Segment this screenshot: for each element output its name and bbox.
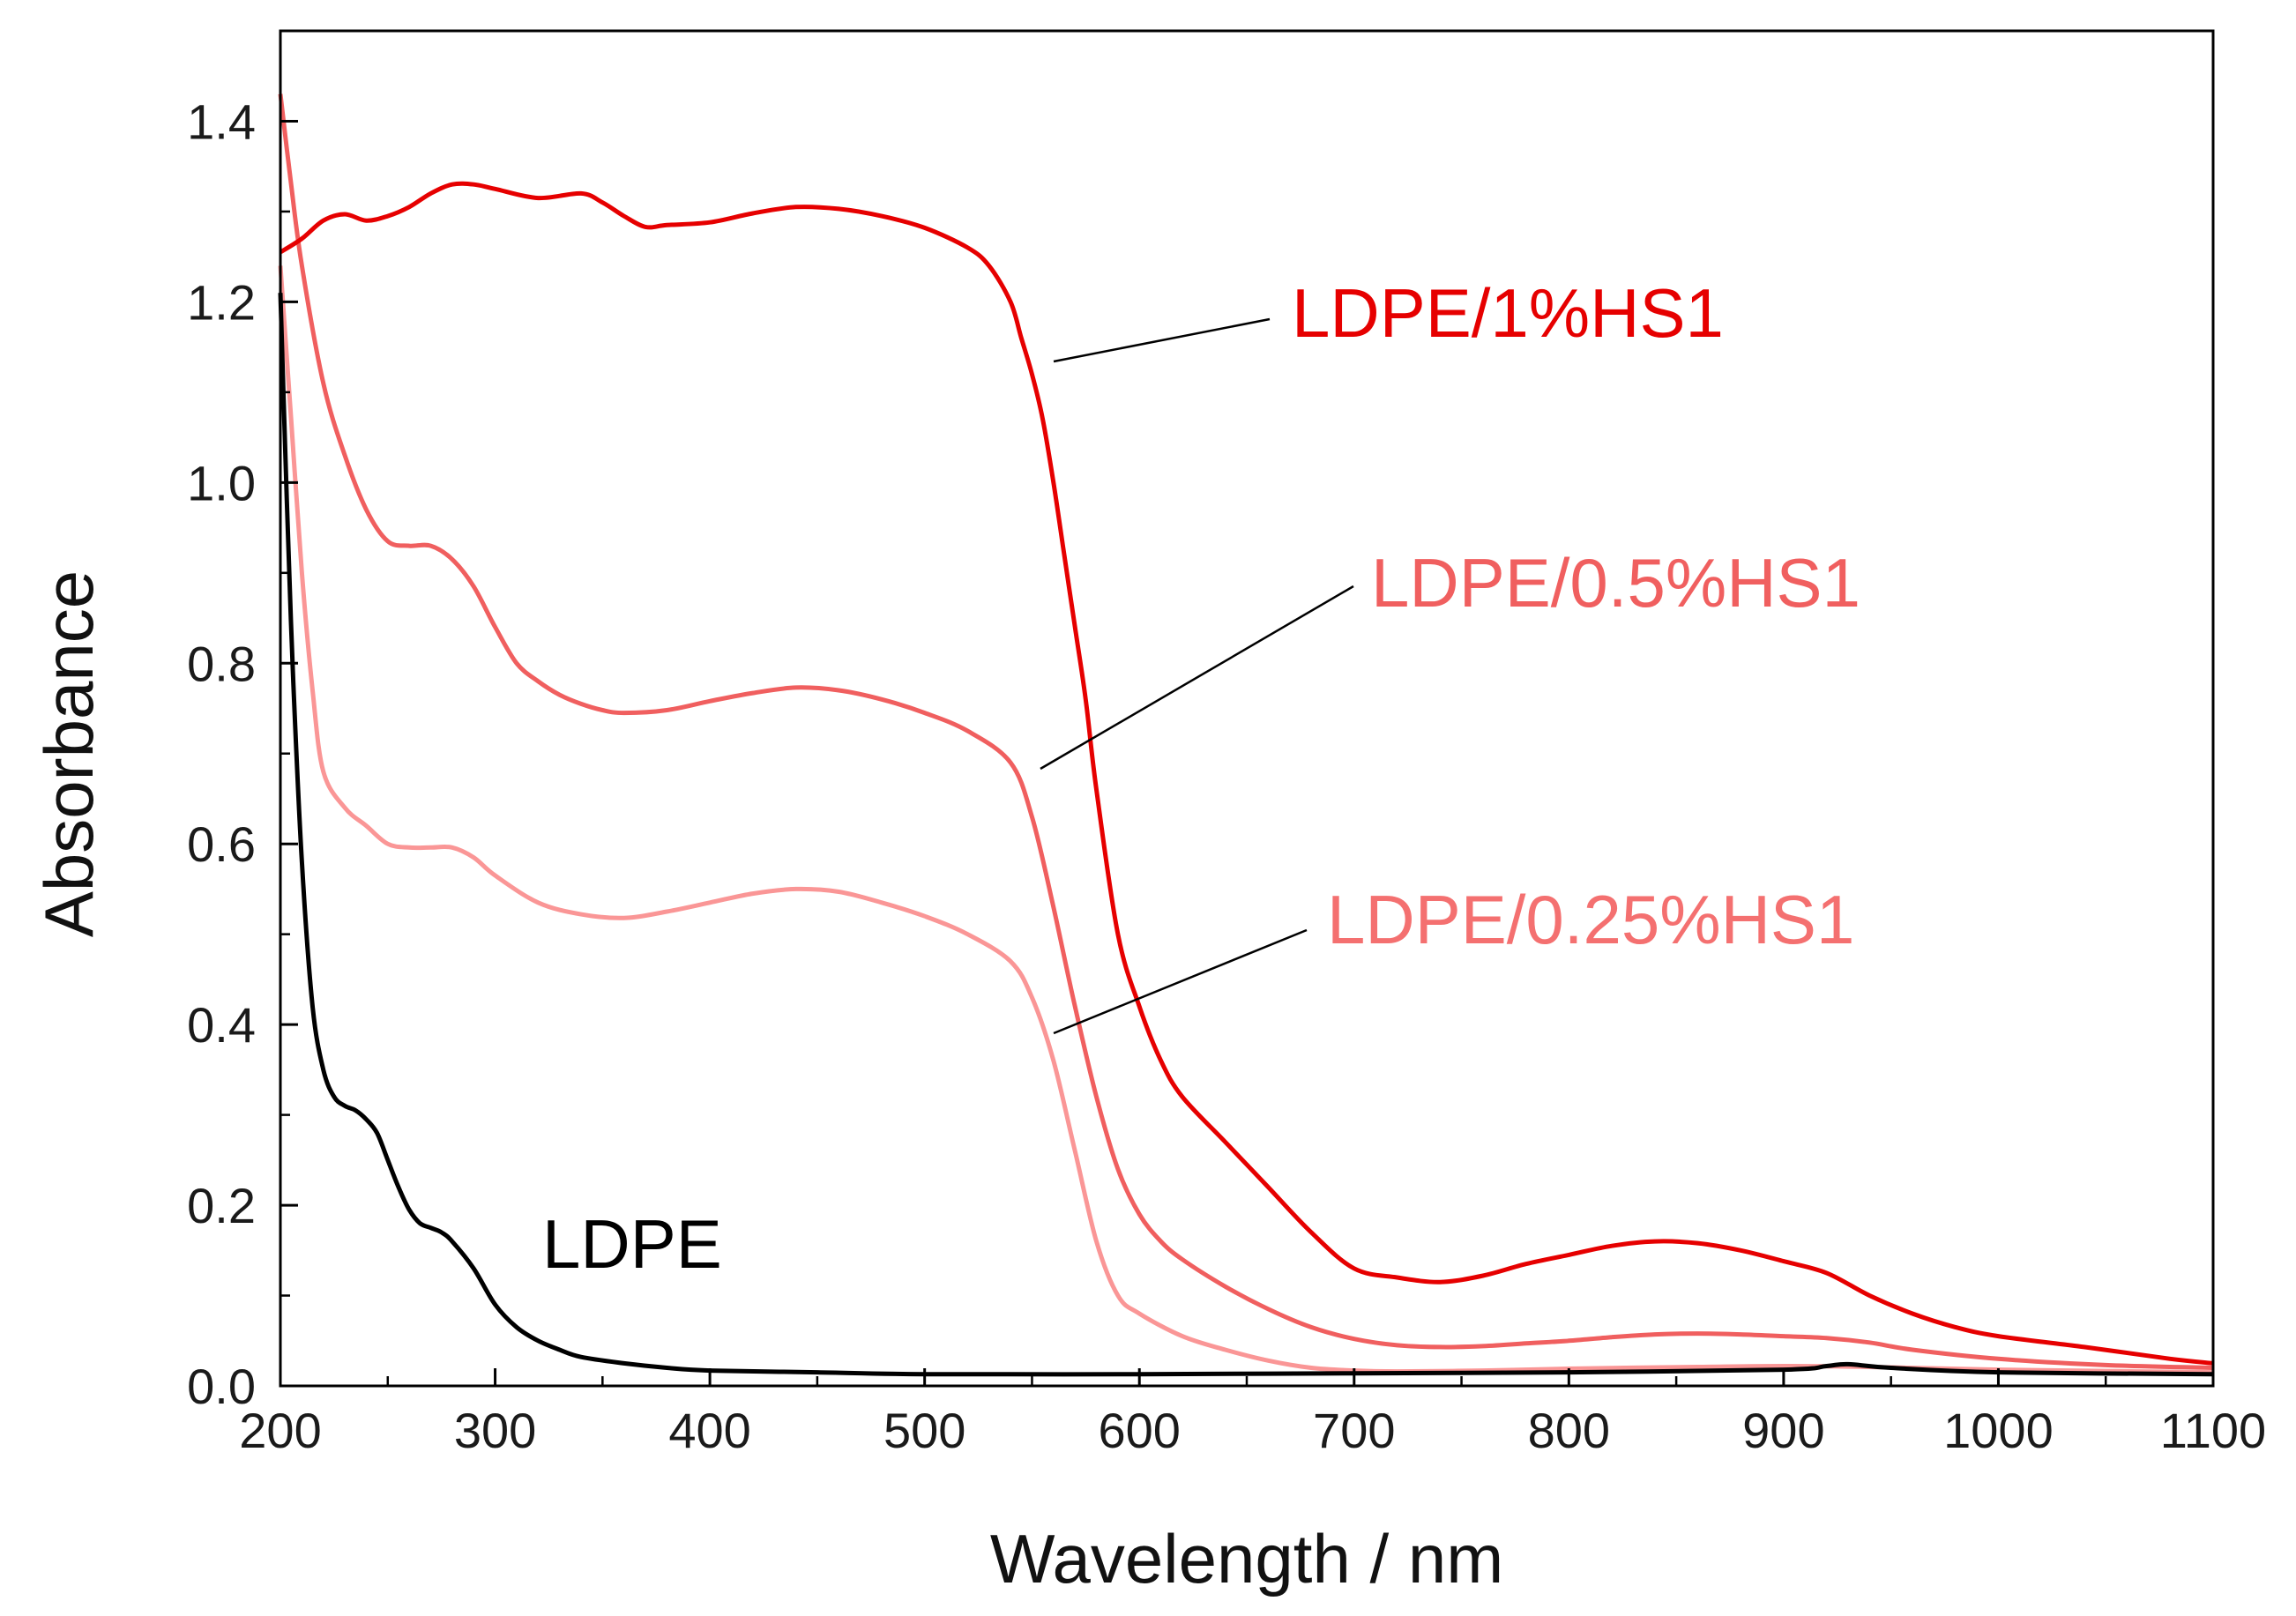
x-tick-label: 900 [1742,1403,1824,1458]
y-axis-ticks: 0.0 0.2 0.4 0.6 0.8 1.0 1.2 1.4 [187,93,298,1414]
series-layer [278,93,2214,1377]
leader-line-0.25pct [1053,928,1308,1035]
y-tick-label: 1.2 [187,274,256,330]
series-line-ldpe-1-hs1 [279,181,2214,1366]
leader-line-1pct [1053,317,1271,363]
y-tick-label: 0.8 [187,636,256,691]
x-tick-label: 700 [1313,1403,1395,1458]
label-ldpe-0.5pct-hs1: LDPE/0.5%HS1 [1371,544,1860,622]
series-line-ldpe-0.5-hs1 [278,93,2214,1370]
annotation-leaders [1040,317,1354,1035]
series-line-ldpe-0.25-hs1 [278,265,2214,1375]
x-tick-label: 300 [454,1403,536,1458]
label-ldpe-1pct-hs1: LDPE/1%HS1 [1292,274,1724,352]
x-tick-label: 200 [239,1403,321,1458]
x-axis-title: Wavelength / nm [990,1520,1503,1597]
y-tick-label: 0.2 [187,1178,256,1233]
x-tick-label: 1000 [1943,1403,2054,1458]
y-tick-label: 0.6 [187,816,256,872]
y-tick-label: 0.4 [187,997,256,1053]
x-tick-label: 600 [1099,1403,1181,1458]
label-ldpe: LDPE [542,1205,722,1283]
y-axis-title: Absorbance [30,570,108,937]
y-tick-label: 1.0 [187,455,256,510]
y-tick-label: 0.0 [187,1359,256,1414]
leader-line-0.5pct [1040,585,1354,771]
y-tick-label: 1.4 [187,93,256,149]
x-tick-label: 500 [883,1403,965,1458]
x-tick-label: 400 [668,1403,750,1458]
x-tick-label: 1100 [2160,1403,2266,1458]
label-ldpe-0.25pct-hs1: LDPE/0.25%HS1 [1327,881,1854,958]
x-tick-label: 800 [1528,1403,1610,1458]
x-axis-ticks: 200 300 400 500 600 700 800 900 1000 1100 [239,1368,2266,1458]
series-line-ldpe [278,293,2214,1377]
